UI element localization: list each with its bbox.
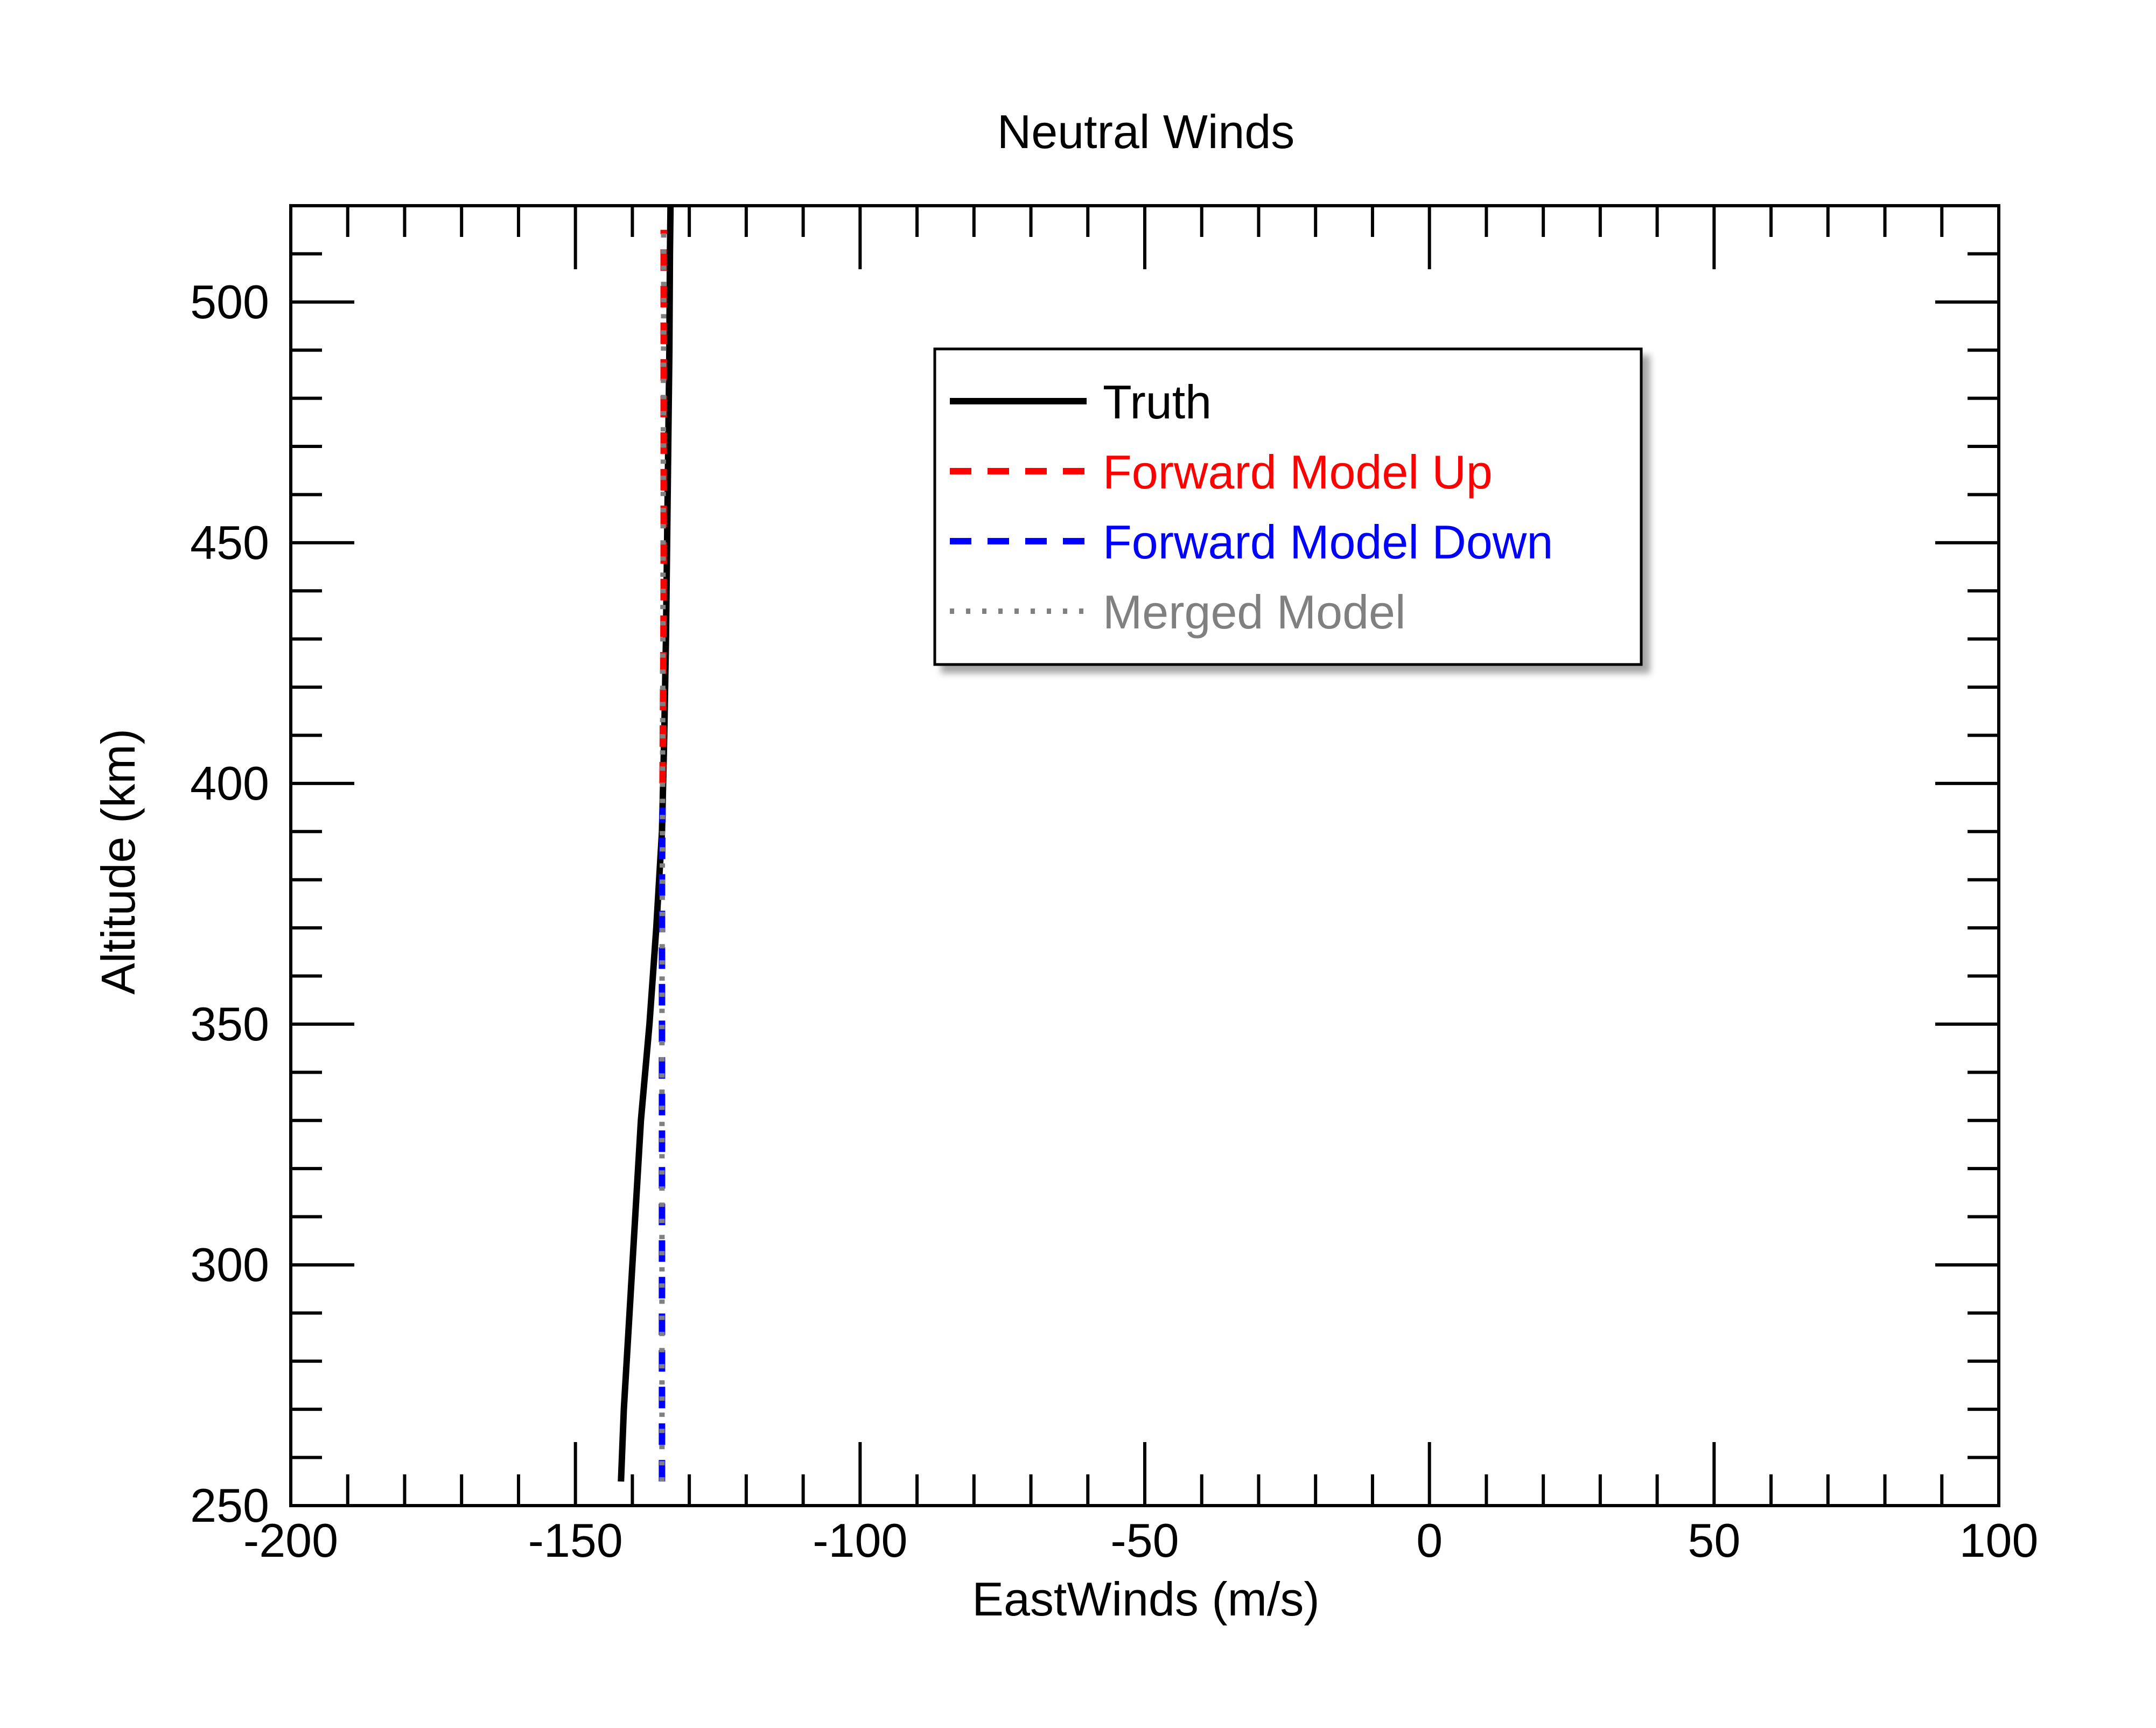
plot-area: -200 -150 -100 -50 0 50 100 250 300 350 400 450 500	[190, 204, 2039, 1567]
legend-label-forward-model-up: Forward Model Up	[1103, 445, 1493, 499]
x-tick-label: 100	[1959, 1514, 2039, 1567]
y-tick-label: 500	[190, 275, 269, 328]
x-tick-label: -100	[813, 1514, 907, 1567]
legend: Truth Forward Model Up Forward Model Down M…	[933, 347, 1643, 666]
y-tick-label: 300	[190, 1238, 269, 1291]
y-tick-label: 400	[190, 757, 269, 810]
y-tick-label: 450	[190, 516, 269, 569]
x-tick-label: -200	[243, 1514, 338, 1567]
plot-frame	[289, 204, 2000, 1507]
x-tick-label: -150	[528, 1514, 623, 1567]
legend-label-forward-model-down: Forward Model Down	[1103, 515, 1553, 569]
x-tick-label: -50	[1110, 1514, 1179, 1567]
y-tick-label: 350	[190, 997, 269, 1051]
x-tick-label: 0	[1416, 1514, 1443, 1567]
x-tick-label: 50	[1688, 1514, 1740, 1567]
series-line-merged-model	[659, 229, 667, 1482]
chart-title: Neutral Winds	[997, 105, 1295, 158]
legend-label-truth: Truth	[1103, 375, 1212, 429]
y-axis-label: Altitude (km)	[92, 729, 145, 995]
series-line-forward-model-up	[659, 229, 667, 783]
y-tick-label: 250	[190, 1479, 269, 1532]
x-axis-label: EastWinds (m/s)	[972, 1572, 1319, 1626]
legend-label-merged-model: Merged Model	[1103, 585, 1406, 639]
